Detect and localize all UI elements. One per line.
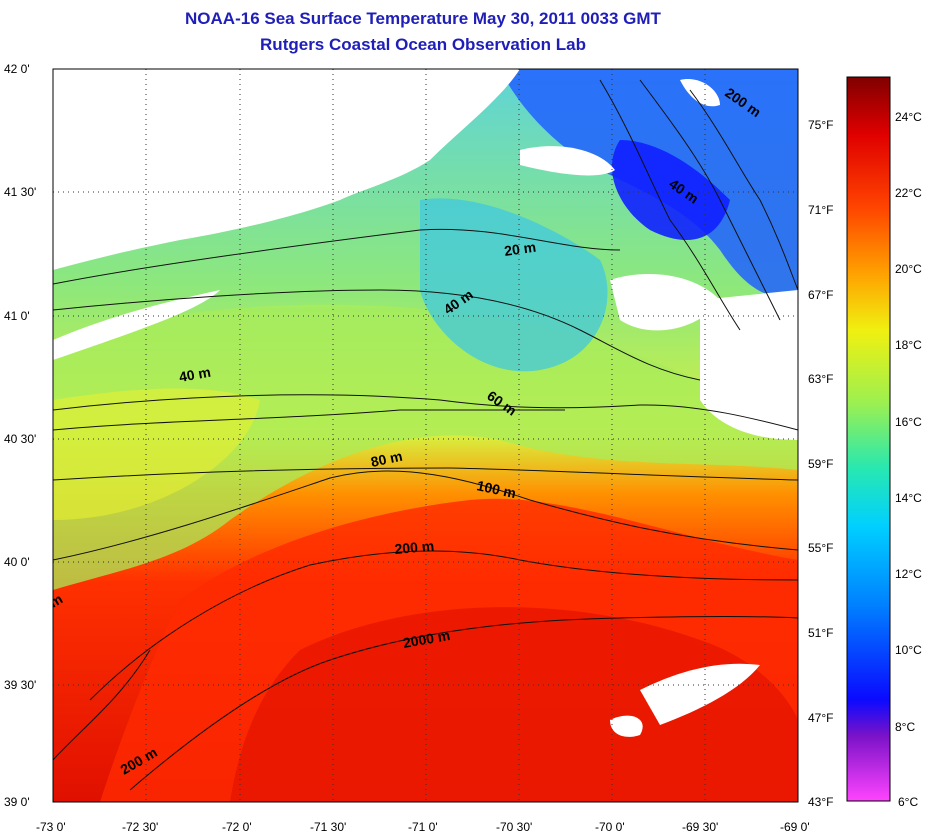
isobath-label-20m: 20 m: [503, 239, 537, 259]
c-tick-16: 16°C: [895, 415, 922, 429]
fahrenheit-axis: 75°F 71°F 67°F 63°F 59°F 55°F 51°F 47°F …: [808, 118, 833, 809]
lon-tick-69: -69 0': [780, 820, 810, 834]
f-tick-71: 71°F: [808, 203, 833, 217]
map-frame: [52, 68, 799, 803]
graticule: [53, 69, 798, 802]
f-tick-75: 75°F: [808, 118, 833, 132]
c-tick-10: 10°C: [895, 643, 922, 657]
lon-tick-70: -70 0': [595, 820, 625, 834]
c-tick-18: 18°C: [895, 338, 922, 352]
c-tick-6: 6°C: [898, 795, 918, 809]
f-tick-59: 59°F: [808, 457, 833, 471]
f-tick-43: 43°F: [808, 795, 833, 809]
c-tick-20: 20°C: [895, 262, 922, 276]
isobath-label-80m: 80 m: [369, 448, 404, 470]
lat-tick-40-30: 40 30': [4, 432, 36, 446]
celsius-axis: 24°C 22°C 20°C 18°C 16°C 14°C 12°C 10°C …: [895, 110, 922, 809]
f-tick-63: 63°F: [808, 372, 833, 386]
lon-tick-69-30: -69 30': [682, 820, 718, 834]
sst-field: 20 m 40 m 40 m 40 m 60 m 80 m 100 m 200 …: [53, 69, 798, 802]
longitude-axis: -73 0' -72 30' -72 0' -71 30' -71 0' -70…: [36, 820, 810, 834]
lon-tick-72-30: -72 30': [122, 820, 158, 834]
lat-tick-39: 39 0': [4, 795, 30, 809]
c-tick-8: 8°C: [895, 720, 915, 734]
f-tick-51: 51°F: [808, 626, 833, 640]
lat-tick-40: 40 0': [4, 555, 30, 569]
c-tick-14: 14°C: [895, 491, 922, 505]
f-tick-67: 67°F: [808, 288, 833, 302]
map-title: NOAA-16 Sea Surface Temperature May 30, …: [185, 9, 661, 28]
lat-tick-41-30: 41 30': [4, 185, 36, 199]
map-subtitle: Rutgers Coastal Ocean Observation Lab: [260, 35, 586, 54]
lon-tick-73: -73 0': [36, 820, 66, 834]
lon-tick-71: -71 0': [408, 820, 438, 834]
lon-tick-71-30: -71 30': [310, 820, 346, 834]
lon-tick-70-30: -70 30': [496, 820, 532, 834]
c-tick-24: 24°C: [895, 110, 922, 124]
lat-tick-39-30: 39 30': [4, 678, 36, 692]
lat-tick-42: 42 0': [4, 62, 30, 76]
isobath-lines: [53, 79, 798, 791]
colorbar: [846, 76, 891, 802]
f-tick-55: 55°F: [808, 541, 833, 555]
f-tick-47: 47°F: [808, 711, 833, 725]
c-tick-12: 12°C: [895, 567, 922, 581]
lat-tick-41: 41 0': [4, 309, 30, 323]
c-tick-22: 22°C: [895, 186, 922, 200]
lon-tick-72: -72 0': [222, 820, 252, 834]
isobath-label-40m-west: 40 m: [178, 364, 212, 385]
latitude-axis: 42 0' 41 30' 41 0' 40 30' 40 0' 39 30' 3…: [4, 62, 36, 809]
isobath-label-200m-mid: 200 m: [394, 538, 435, 557]
